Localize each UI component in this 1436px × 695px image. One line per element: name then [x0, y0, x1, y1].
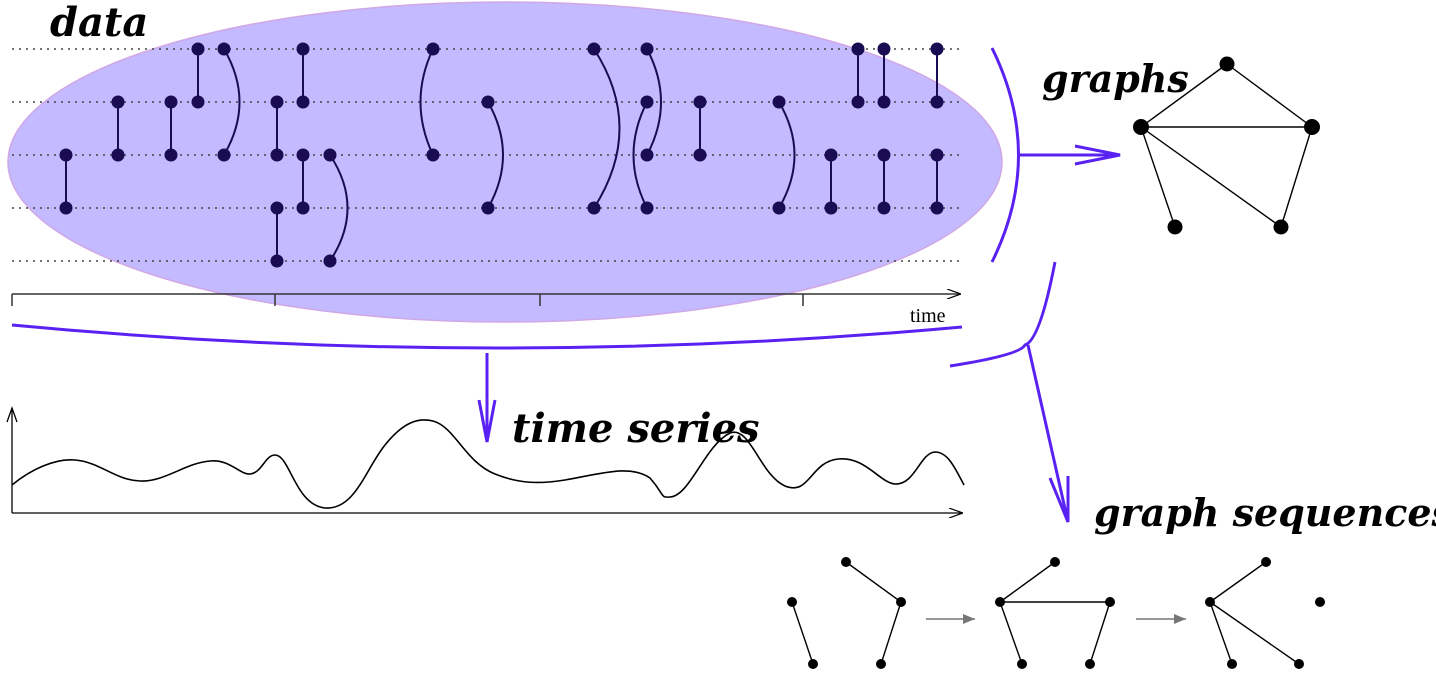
transform-arrows	[11, 47, 1121, 523]
brace-bottom	[11, 323, 963, 350]
arrowhead-graphs	[1074, 144, 1121, 166]
time-axis	[11, 294, 960, 306]
arrow-to-graph-sequences	[1026, 344, 1070, 523]
contact-nodes	[59, 42, 944, 268]
data-ellipse	[7, 1, 1003, 323]
graph-nodes	[1133, 56, 1320, 235]
arrowhead-graph-sequences	[1048, 476, 1070, 523]
time-series-panel: time series	[6, 405, 965, 513]
contact-links	[65, 48, 938, 262]
dotted-lines	[12, 48, 962, 262]
sequence-graph-1	[787, 557, 906, 669]
brace-corner	[949, 261, 1057, 368]
time-series-label: time series	[512, 405, 760, 452]
arrowhead-time-series	[477, 399, 497, 443]
graphs-label: graphs	[1042, 56, 1189, 101]
time-axis-label: time	[910, 305, 946, 327]
time-series-curve	[11, 419, 965, 509]
time-series-axes	[6, 406, 962, 513]
data-panel: data	[7, 0, 1003, 327]
graph-panel: graphs	[1042, 56, 1320, 235]
graph-edges	[1140, 63, 1313, 228]
graph-sequences-panel: graph sequences	[787, 490, 1436, 669]
graph-sequences-label: graph sequences	[1094, 490, 1436, 535]
data-label: data	[50, 0, 148, 46]
sequence-graph-2	[995, 557, 1115, 669]
sequence-graph-3	[1205, 557, 1325, 669]
